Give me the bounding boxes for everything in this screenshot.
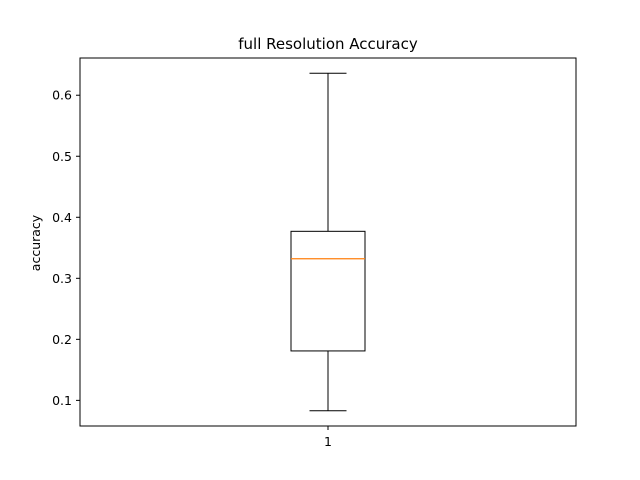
y-axis-label: accuracy [28, 214, 43, 271]
plot-frame [79, 57, 577, 427]
box-iqr [290, 230, 366, 352]
y-tick-label: 0.1 [52, 393, 72, 408]
y-tick-label: 0.5 [52, 149, 72, 164]
y-tick-label: 0.3 [52, 271, 72, 286]
y-tick-label: 0.4 [52, 210, 72, 225]
chart-title: full Resolution Accuracy [238, 35, 418, 53]
y-axis-ticks: 0.1 0.2 0.3 0.4 0.5 0.6 [52, 88, 80, 408]
x-axis-ticks: 1 [324, 426, 332, 449]
x-tick-label: 1 [324, 434, 332, 449]
y-tick-label: 0.6 [52, 88, 72, 103]
y-tick-label: 0.2 [52, 332, 72, 347]
box-series [290, 72, 366, 412]
